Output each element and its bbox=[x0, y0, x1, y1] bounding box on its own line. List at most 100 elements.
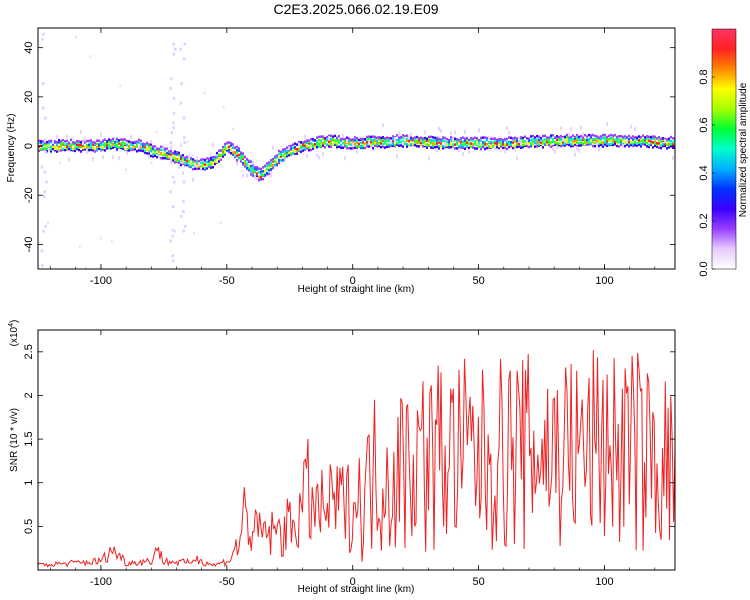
spectrogram-cell bbox=[46, 140, 48, 144]
spectrogram-cell bbox=[76, 141, 78, 144]
y-tick-label: 1 bbox=[23, 480, 35, 486]
spectrogram-cell bbox=[232, 151, 234, 154]
spectrogram-cell bbox=[134, 140, 136, 144]
spectrogram-cell bbox=[332, 138, 334, 141]
x-tick-label: 50 bbox=[472, 576, 484, 588]
spectrogram-cell bbox=[504, 149, 506, 154]
spectrogram-cell bbox=[424, 139, 426, 143]
spectrogram-cell bbox=[484, 147, 486, 151]
spectrogram-cell bbox=[434, 136, 436, 140]
spectrogram-cell bbox=[108, 138, 110, 141]
spectrogram-cell bbox=[256, 174, 258, 178]
spectrogram-cell bbox=[78, 143, 80, 147]
spectrogram-cell bbox=[224, 151, 226, 154]
spectrogram-cell bbox=[154, 154, 156, 158]
spectrogram-cell bbox=[492, 137, 494, 141]
spectrogram-cell bbox=[238, 156, 240, 160]
spectrogram-cell bbox=[468, 138, 470, 142]
spectrogram-cell bbox=[376, 139, 378, 143]
spectrogram-cell bbox=[478, 138, 480, 142]
spectrogram-cell bbox=[100, 141, 102, 144]
spectrogram-cell bbox=[402, 134, 404, 137]
spectrogram-cell bbox=[430, 146, 432, 149]
spectrogram-cell bbox=[358, 138, 360, 142]
spectrogram-cell bbox=[178, 161, 180, 164]
spectrogram-cell bbox=[246, 166, 248, 169]
y-tick-label: 2 bbox=[23, 392, 35, 398]
spectrogram-cell bbox=[169, 190, 172, 194]
spectrogram-cell bbox=[626, 136, 628, 139]
spectrogram-cell bbox=[156, 147, 158, 150]
spectrogram-cell bbox=[622, 139, 624, 142]
spectrogram-cell bbox=[650, 143, 652, 146]
spectrogram-cell bbox=[500, 137, 502, 141]
spectrogram-cell bbox=[136, 145, 138, 148]
spectrogram-cell bbox=[600, 138, 602, 141]
spectrogram-cell bbox=[304, 140, 306, 143]
spectrogram-cell bbox=[126, 143, 128, 147]
colorbar-scale bbox=[711, 28, 737, 270]
spectrogram-cell bbox=[512, 146, 514, 150]
spectrogram-cell bbox=[546, 138, 548, 142]
spectrogram-cell bbox=[656, 141, 658, 145]
spectrogram-cell bbox=[118, 139, 120, 142]
spectrogram-cell bbox=[506, 143, 508, 146]
spectrogram-cell bbox=[164, 156, 166, 160]
spectrogram-cell bbox=[260, 170, 262, 174]
spectrogram-cell bbox=[562, 140, 564, 144]
spectrogram-cell bbox=[102, 139, 104, 142]
spectrogram-cell bbox=[178, 157, 180, 160]
spectrogram-cell bbox=[444, 146, 446, 149]
spectrogram-cell bbox=[536, 142, 538, 145]
spectrogram-cell bbox=[210, 158, 212, 162]
spectrogram-cell bbox=[208, 160, 210, 163]
spectrogram-cell bbox=[188, 159, 190, 163]
spectrogram-cell bbox=[254, 175, 256, 180]
spectrogram-cell bbox=[384, 142, 386, 145]
colorbar-tick-label: 0.4 bbox=[698, 165, 710, 180]
spectrogram-cell bbox=[190, 162, 192, 166]
spectrogram-cell bbox=[174, 155, 176, 159]
spectrogram-cell bbox=[330, 137, 332, 141]
spectrogram-cell bbox=[630, 141, 632, 145]
spectrogram-cell bbox=[484, 142, 486, 145]
spectrogram-cell bbox=[438, 147, 440, 150]
spectrogram-cell bbox=[252, 163, 254, 167]
spectrogram-cell bbox=[390, 144, 392, 148]
spectrogram-cell bbox=[372, 135, 374, 138]
spectrogram-cell bbox=[228, 148, 230, 152]
spectrogram-cell bbox=[132, 148, 134, 151]
spectrogram-cell bbox=[278, 161, 280, 165]
spectrogram-cell bbox=[606, 135, 608, 139]
spectrogram-cell bbox=[362, 137, 364, 141]
spectrogram-cell bbox=[598, 136, 600, 139]
spectrogram-cell bbox=[666, 138, 668, 141]
spectrogram-cell bbox=[171, 175, 175, 179]
spectrogram-cell bbox=[472, 137, 474, 140]
spectrogram-cell bbox=[296, 152, 298, 155]
spectrogram-cell bbox=[570, 127, 572, 132]
spectrogram-cell bbox=[402, 136, 404, 140]
spectrogram-cell bbox=[456, 140, 458, 143]
spectrogram-cell bbox=[346, 145, 348, 148]
spectrogram-cell bbox=[294, 150, 296, 154]
spectrogram-cell bbox=[94, 147, 96, 150]
spectrogram-cell bbox=[232, 143, 234, 146]
spectrogram-cell bbox=[92, 143, 94, 147]
spectrogram-cell bbox=[656, 137, 658, 140]
spectrogram-cell bbox=[596, 136, 598, 140]
spectrogram-cell bbox=[498, 138, 500, 141]
spectrogram-cell bbox=[354, 136, 356, 139]
spectrogram-cell bbox=[380, 136, 382, 140]
spectrogram-cell bbox=[404, 135, 406, 138]
spectrogram-cell bbox=[350, 147, 352, 150]
spectrogram-cell bbox=[306, 141, 308, 145]
spectrogram-cell bbox=[538, 138, 540, 142]
spectrogram-cell bbox=[660, 140, 662, 144]
spectrogram-cell bbox=[98, 147, 100, 151]
spectrogram-cell bbox=[568, 138, 570, 141]
spectrogram-cell bbox=[440, 139, 442, 143]
spectrogram-cell bbox=[638, 139, 640, 142]
spectrogram-cell bbox=[340, 146, 342, 149]
spectrogram-cell bbox=[171, 254, 174, 258]
